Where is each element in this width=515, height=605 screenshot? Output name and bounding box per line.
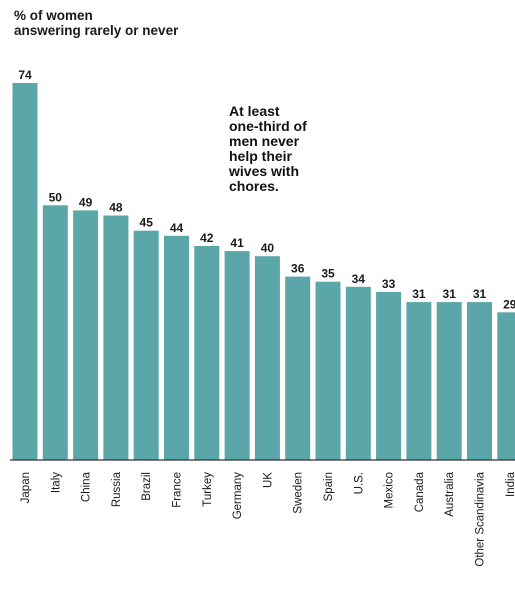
value-label: 33 [382, 277, 396, 291]
x-tick-label: China [81, 471, 93, 502]
bar-u-s- [345, 286, 371, 460]
x-tick-label: Brazil [141, 472, 153, 501]
bar-france [164, 235, 189, 460]
bar-italy [42, 205, 68, 460]
bar-spain [315, 281, 341, 460]
chart-title: % of women answering rarely or never [14, 8, 179, 38]
x-tick-label: UK [262, 472, 274, 488]
x-tick-label: Other Scandinavia [475, 471, 487, 566]
bars-group [12, 83, 515, 460]
value-label: 49 [79, 195, 93, 209]
x-tick-label: Italy [50, 472, 62, 493]
value-label: 50 [49, 190, 63, 204]
value-label: 29 [503, 297, 515, 311]
bar-sweden [285, 276, 311, 460]
value-label: 31 [412, 287, 426, 301]
value-label: 41 [230, 236, 244, 250]
value-labels-group: 74 50 49 48 45 44 42 41 40 36 35 34 33 31 31 31 29 [18, 68, 515, 311]
x-tick-label: U.S. [353, 472, 365, 494]
value-label: 44 [170, 221, 184, 235]
x-tick-label: India [505, 471, 515, 497]
x-tick-label: Japan [20, 472, 32, 503]
value-label: 48 [109, 201, 123, 215]
bar-brazil [133, 230, 159, 460]
bar-russia [103, 215, 129, 460]
bar-canada [406, 302, 432, 460]
x-tick-label: Germany [232, 472, 244, 520]
value-label: 35 [321, 267, 335, 281]
bar-uk [254, 256, 280, 460]
chart-annotation: At least one-third of men never help the… [229, 103, 307, 194]
x-tick-label: France [172, 472, 184, 508]
bar-china [73, 210, 99, 460]
x-tick-label: Canada [414, 471, 426, 512]
x-tick-label: Mexico [384, 472, 396, 508]
bar-australia [436, 302, 462, 460]
bar-mexico [376, 291, 402, 460]
value-label: 45 [140, 216, 154, 230]
value-label: 34 [352, 272, 366, 286]
bar-turkey [194, 246, 220, 460]
x-tick-label: Russia [111, 471, 123, 507]
bar-germany [224, 251, 250, 460]
bar-other-scandinavia [467, 302, 492, 460]
value-label: 40 [261, 241, 275, 255]
x-tick-label: Australia [444, 471, 456, 516]
x-tick-label: Spain [323, 472, 335, 501]
value-label: 36 [291, 262, 305, 276]
x-tick-label: Turkey [202, 472, 214, 507]
value-label: 31 [443, 287, 457, 301]
bar-india [497, 312, 515, 460]
value-label: 42 [200, 231, 214, 245]
value-label: 74 [18, 68, 32, 82]
value-label: 31 [473, 287, 487, 301]
x-tick-labels-group: Japan Italy China Russia Brazil France Turkey G… [20, 471, 515, 566]
x-tick-label: Sweden [293, 472, 305, 514]
bar-japan [12, 83, 38, 460]
